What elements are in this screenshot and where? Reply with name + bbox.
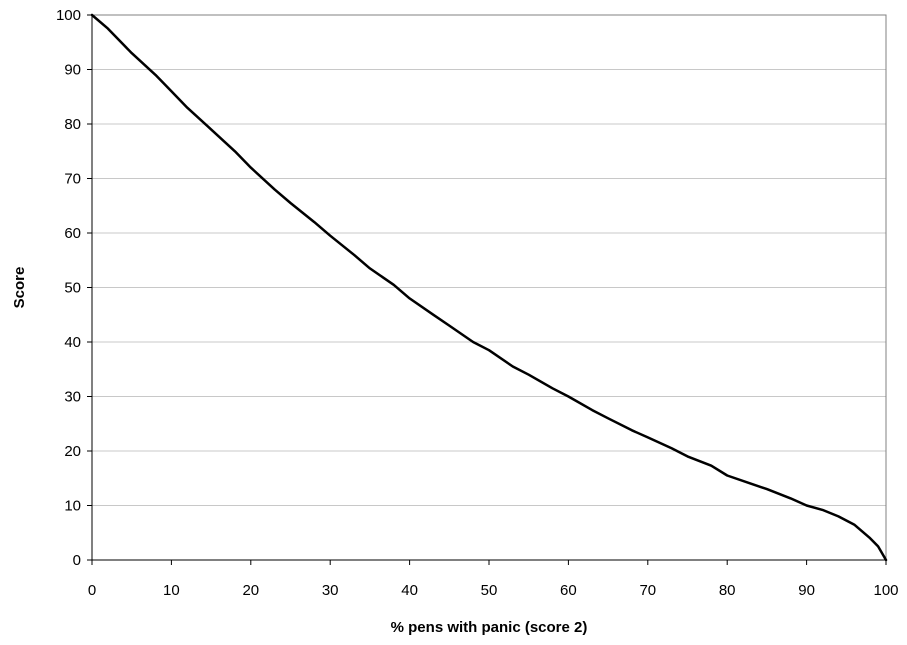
x-tick-label-60: 60 xyxy=(560,582,577,599)
gridlines xyxy=(92,14,886,506)
x-tick-label-50: 50 xyxy=(481,582,498,599)
x-tick-label-30: 30 xyxy=(322,582,339,599)
x-tick-label-20: 20 xyxy=(242,582,259,599)
y-tick-label-70: 70 xyxy=(64,171,81,188)
x-tick-label-10: 10 xyxy=(163,582,180,599)
x-axis-ticks: 0 10 20 30 40 50 60 70 80 90 100 xyxy=(88,560,899,599)
x-tick-label-70: 70 xyxy=(639,582,656,599)
x-tick-label-80: 80 xyxy=(719,582,736,599)
x-axis-title: % pens with panic (score 2) xyxy=(391,619,588,636)
y-tick-label-60: 60 xyxy=(64,225,81,242)
series-line-0 xyxy=(90,13,888,562)
y-tick-label-30: 30 xyxy=(64,389,81,406)
series-group xyxy=(90,13,888,562)
x-tick-label-0: 0 xyxy=(88,582,96,599)
y-tick-label-100: 100 xyxy=(56,7,81,24)
y-tick-label-90: 90 xyxy=(64,62,81,79)
y-tick-label-50: 50 xyxy=(64,280,81,297)
y-tick-label-20: 20 xyxy=(64,443,81,460)
x-tick-label-40: 40 xyxy=(401,582,418,599)
y-axis-title: Score xyxy=(11,267,28,309)
x-tick-label-100: 100 xyxy=(873,582,898,599)
x-tick-label-90: 90 xyxy=(798,582,815,599)
y-tick-label-40: 40 xyxy=(64,334,81,351)
y-tick-label-0: 0 xyxy=(73,552,81,569)
y-tick-label-10: 10 xyxy=(64,498,81,515)
y-axis-ticks: 0 10 20 30 40 50 60 70 80 90 100 xyxy=(56,7,92,569)
y-tick-label-80: 80 xyxy=(64,116,81,133)
